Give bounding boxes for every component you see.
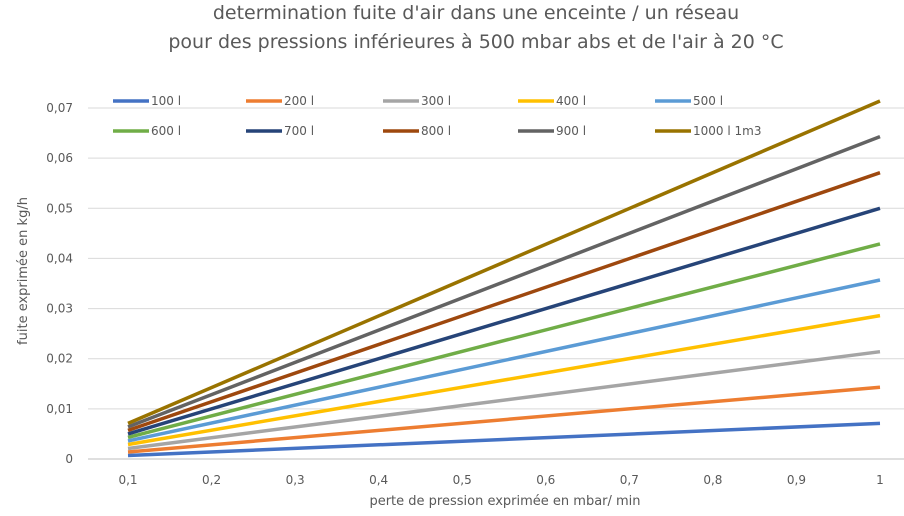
x-axis-label: perte de pression exprimée en mbar/ min	[369, 494, 640, 509]
series-line-10	[127, 99, 881, 426]
chart-title-line-1: determination fuite d'air dans une encei…	[213, 2, 739, 24]
series-line-5	[127, 278, 881, 443]
x-tick-label: 0,5	[453, 473, 472, 487]
x-tick-label: 0,1	[118, 473, 137, 487]
y-tick-label: 0,05	[46, 201, 73, 215]
y-tick-label: 0,01	[46, 402, 73, 416]
legend-label: 800 l	[421, 124, 451, 138]
x-tick-label: 0,7	[620, 473, 639, 487]
legend-label: 300 l	[421, 94, 451, 108]
series-line-9	[127, 134, 881, 429]
x-tick-label: 1	[876, 473, 884, 487]
x-tick-label: 0,9	[787, 473, 806, 487]
legend-label: 400 l	[556, 94, 586, 108]
y-tick-label: 0,06	[46, 151, 73, 165]
series-line-2	[127, 385, 881, 454]
legend-label: 200 l	[284, 94, 314, 108]
x-tick-label: 0,2	[202, 473, 221, 487]
series-lines	[127, 99, 881, 458]
chart-title-line-2: pour des pressions inférieures à 500 mba…	[168, 31, 783, 53]
y-tick-label: 0,07	[46, 101, 73, 115]
series-line-1	[127, 421, 881, 458]
x-tick-label: 0,4	[369, 473, 388, 487]
y-axis-label: fuite exprimée en kg/h	[16, 197, 31, 345]
x-tick-label: 0,3	[286, 473, 305, 487]
legend-label: 1000 l 1m3	[693, 124, 761, 138]
gridlines	[88, 107, 904, 410]
legend-label: 100 l	[151, 94, 181, 108]
axes: 0 0,01 0,02 0,03 0,04 0,05 0,06 0,07 0,1 0,2 0,3 0,…	[46, 101, 904, 487]
y-tick-label: 0	[65, 452, 73, 466]
series-line-7	[127, 206, 881, 436]
y-tick-label: 0,03	[46, 302, 73, 316]
y-tick-label: 0,04	[46, 251, 73, 265]
legend: 100 l 200 l 300 l 400 l 500 l 600 l 700 l 800 l…	[113, 94, 761, 138]
legend-label: 500 l	[693, 94, 723, 108]
legend-label: 600 l	[151, 124, 181, 138]
legend-label: 700 l	[284, 124, 314, 138]
legend-label: 900 l	[556, 124, 586, 138]
series-line-4	[127, 313, 881, 447]
y-tick-label: 0,02	[46, 352, 73, 366]
x-tick-label: 0,8	[703, 473, 722, 487]
series-line-6	[127, 242, 881, 440]
series-line-3	[127, 349, 881, 451]
x-tick-label: 0,6	[536, 473, 555, 487]
series-line-8	[127, 171, 881, 433]
